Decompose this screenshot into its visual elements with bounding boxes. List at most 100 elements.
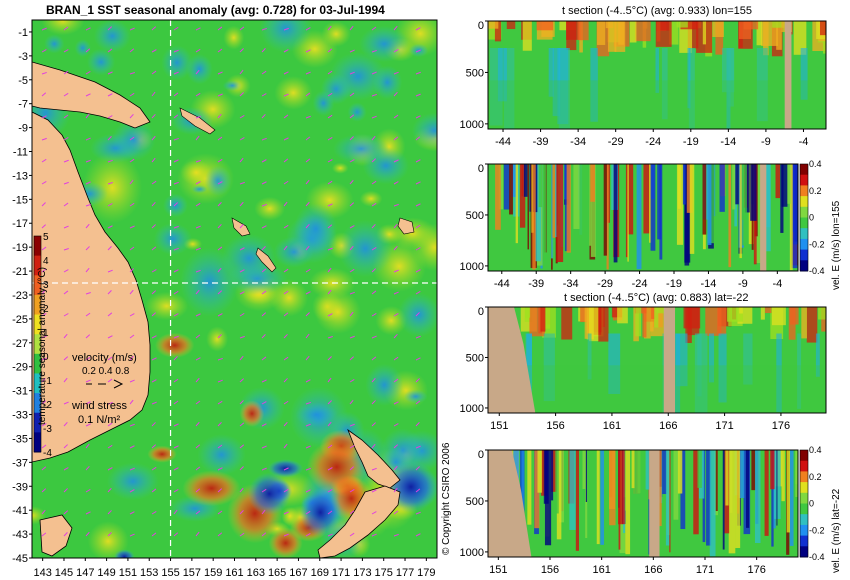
velocity-arrow — [173, 313, 179, 317]
anomaly-blob — [359, 25, 410, 62]
velocity-cell — [551, 450, 557, 492]
velocity-arrow — [305, 291, 311, 295]
velocity-arrow — [107, 356, 113, 361]
velocity-arrow — [217, 357, 223, 361]
velocity-arrow — [327, 444, 333, 449]
map-y-tick-label: -39 — [12, 481, 28, 493]
velocity-colorbar-segment — [800, 196, 808, 208]
velocity-arrow — [173, 26, 179, 31]
velocity-arrow — [85, 531, 90, 537]
velocity-arrow — [151, 379, 157, 383]
velocity-arrow — [305, 136, 311, 141]
map-y-tick-label: -37 — [12, 457, 28, 469]
temp-cell — [635, 307, 642, 337]
temp-cell — [715, 21, 724, 55]
map-y-tick-label: -17 — [12, 218, 28, 230]
velocity-arrow — [349, 245, 354, 251]
velocity-arrow — [349, 225, 355, 229]
velocity-arrow — [349, 532, 355, 537]
velocity-cell — [589, 164, 592, 246]
velocity-cell — [498, 164, 504, 210]
temp-cell — [661, 48, 668, 120]
map-y-tick-label: -23 — [12, 290, 28, 302]
velocity-arrow — [393, 136, 399, 141]
temp-cell — [683, 307, 701, 329]
velocity-arrow — [173, 356, 178, 361]
velocity-arrow — [239, 291, 245, 295]
anomaly-blob — [145, 291, 189, 321]
velocity-arrow — [393, 269, 399, 273]
temp-cell — [629, 21, 637, 43]
velocity-arrow — [371, 443, 376, 449]
velocity-arrow — [173, 49, 179, 53]
velocity-arrow — [283, 421, 288, 427]
velocity-arrow — [85, 137, 91, 141]
section-x-tick-label: 166 — [644, 564, 662, 576]
velocity-arrow — [415, 115, 421, 119]
velocity-cell — [693, 450, 699, 535]
velocity-arrow — [393, 159, 399, 163]
section-frame — [487, 163, 799, 272]
velocity-arrow — [217, 467, 223, 471]
velocity-arrow — [283, 467, 289, 471]
velocity-arrow — [129, 334, 135, 339]
colorbar-tick-label: 4 — [43, 256, 49, 267]
velocity-cell — [609, 450, 616, 526]
velocity-arrow — [327, 92, 333, 97]
velocity-arrow — [261, 70, 267, 75]
velocity-arrow — [129, 72, 135, 75]
velocity-arrow — [195, 135, 200, 141]
velocity-arrow — [393, 510, 399, 515]
map-x-tick-label: 157 — [183, 567, 201, 579]
temp-cell — [656, 307, 670, 314]
velocity-colorbar-segment — [800, 206, 808, 218]
velocity-arrow — [151, 422, 156, 427]
land-mask — [784, 21, 792, 129]
velocity-cell — [627, 164, 634, 235]
velocity-arrow — [239, 400, 244, 405]
velocity-arrow — [173, 137, 179, 141]
velocity-cell — [725, 450, 729, 506]
temp-cell — [557, 48, 569, 125]
anomaly-blob — [338, 220, 393, 278]
velocity-arrow — [85, 443, 90, 449]
anomaly-blob — [87, 48, 116, 76]
velocity-arrow — [349, 311, 354, 317]
velocity-arrow — [173, 181, 179, 185]
velocity-arrow — [63, 247, 69, 251]
temp-cell — [541, 307, 551, 329]
velocity-arrow — [151, 488, 157, 493]
velocity-arrow — [261, 93, 267, 97]
temp-cell — [587, 333, 592, 380]
map-y-tick-label: -1 — [18, 27, 28, 39]
map-x-tick-label: 145 — [55, 567, 73, 579]
velocity-arrow — [151, 224, 156, 229]
temp-cell — [566, 21, 577, 51]
velocity-arrow — [85, 312, 91, 317]
map-x-tick-label: 177 — [396, 567, 414, 579]
velocity-cell — [750, 164, 757, 221]
velocity-colorbar-segment — [800, 514, 808, 526]
velocity-cell — [543, 164, 547, 259]
velocity-cell — [744, 164, 750, 213]
temp-cell — [743, 21, 759, 30]
velocity-arrow — [129, 92, 135, 97]
velocity-arrow — [283, 137, 289, 141]
temp-cell — [642, 307, 647, 338]
map-y-tick-label: -5 — [18, 75, 28, 87]
land-tasmania — [39, 514, 73, 557]
anomaly-blob — [333, 133, 390, 164]
velocity-cell — [657, 164, 662, 240]
velocity-arrow — [173, 378, 179, 383]
velocity-arrow — [151, 357, 157, 361]
velocity-arrow — [239, 69, 244, 75]
velocity-arrow — [349, 136, 354, 141]
temp-cell — [488, 21, 499, 29]
velocity-arrow — [129, 268, 134, 273]
section-x-tick-label: -39 — [528, 278, 544, 290]
temp-cell — [494, 21, 502, 42]
velocity-arrow — [41, 115, 47, 119]
velocity-arrow — [195, 202, 201, 207]
temp-cell — [676, 21, 688, 28]
velocity-arrow — [261, 268, 267, 273]
